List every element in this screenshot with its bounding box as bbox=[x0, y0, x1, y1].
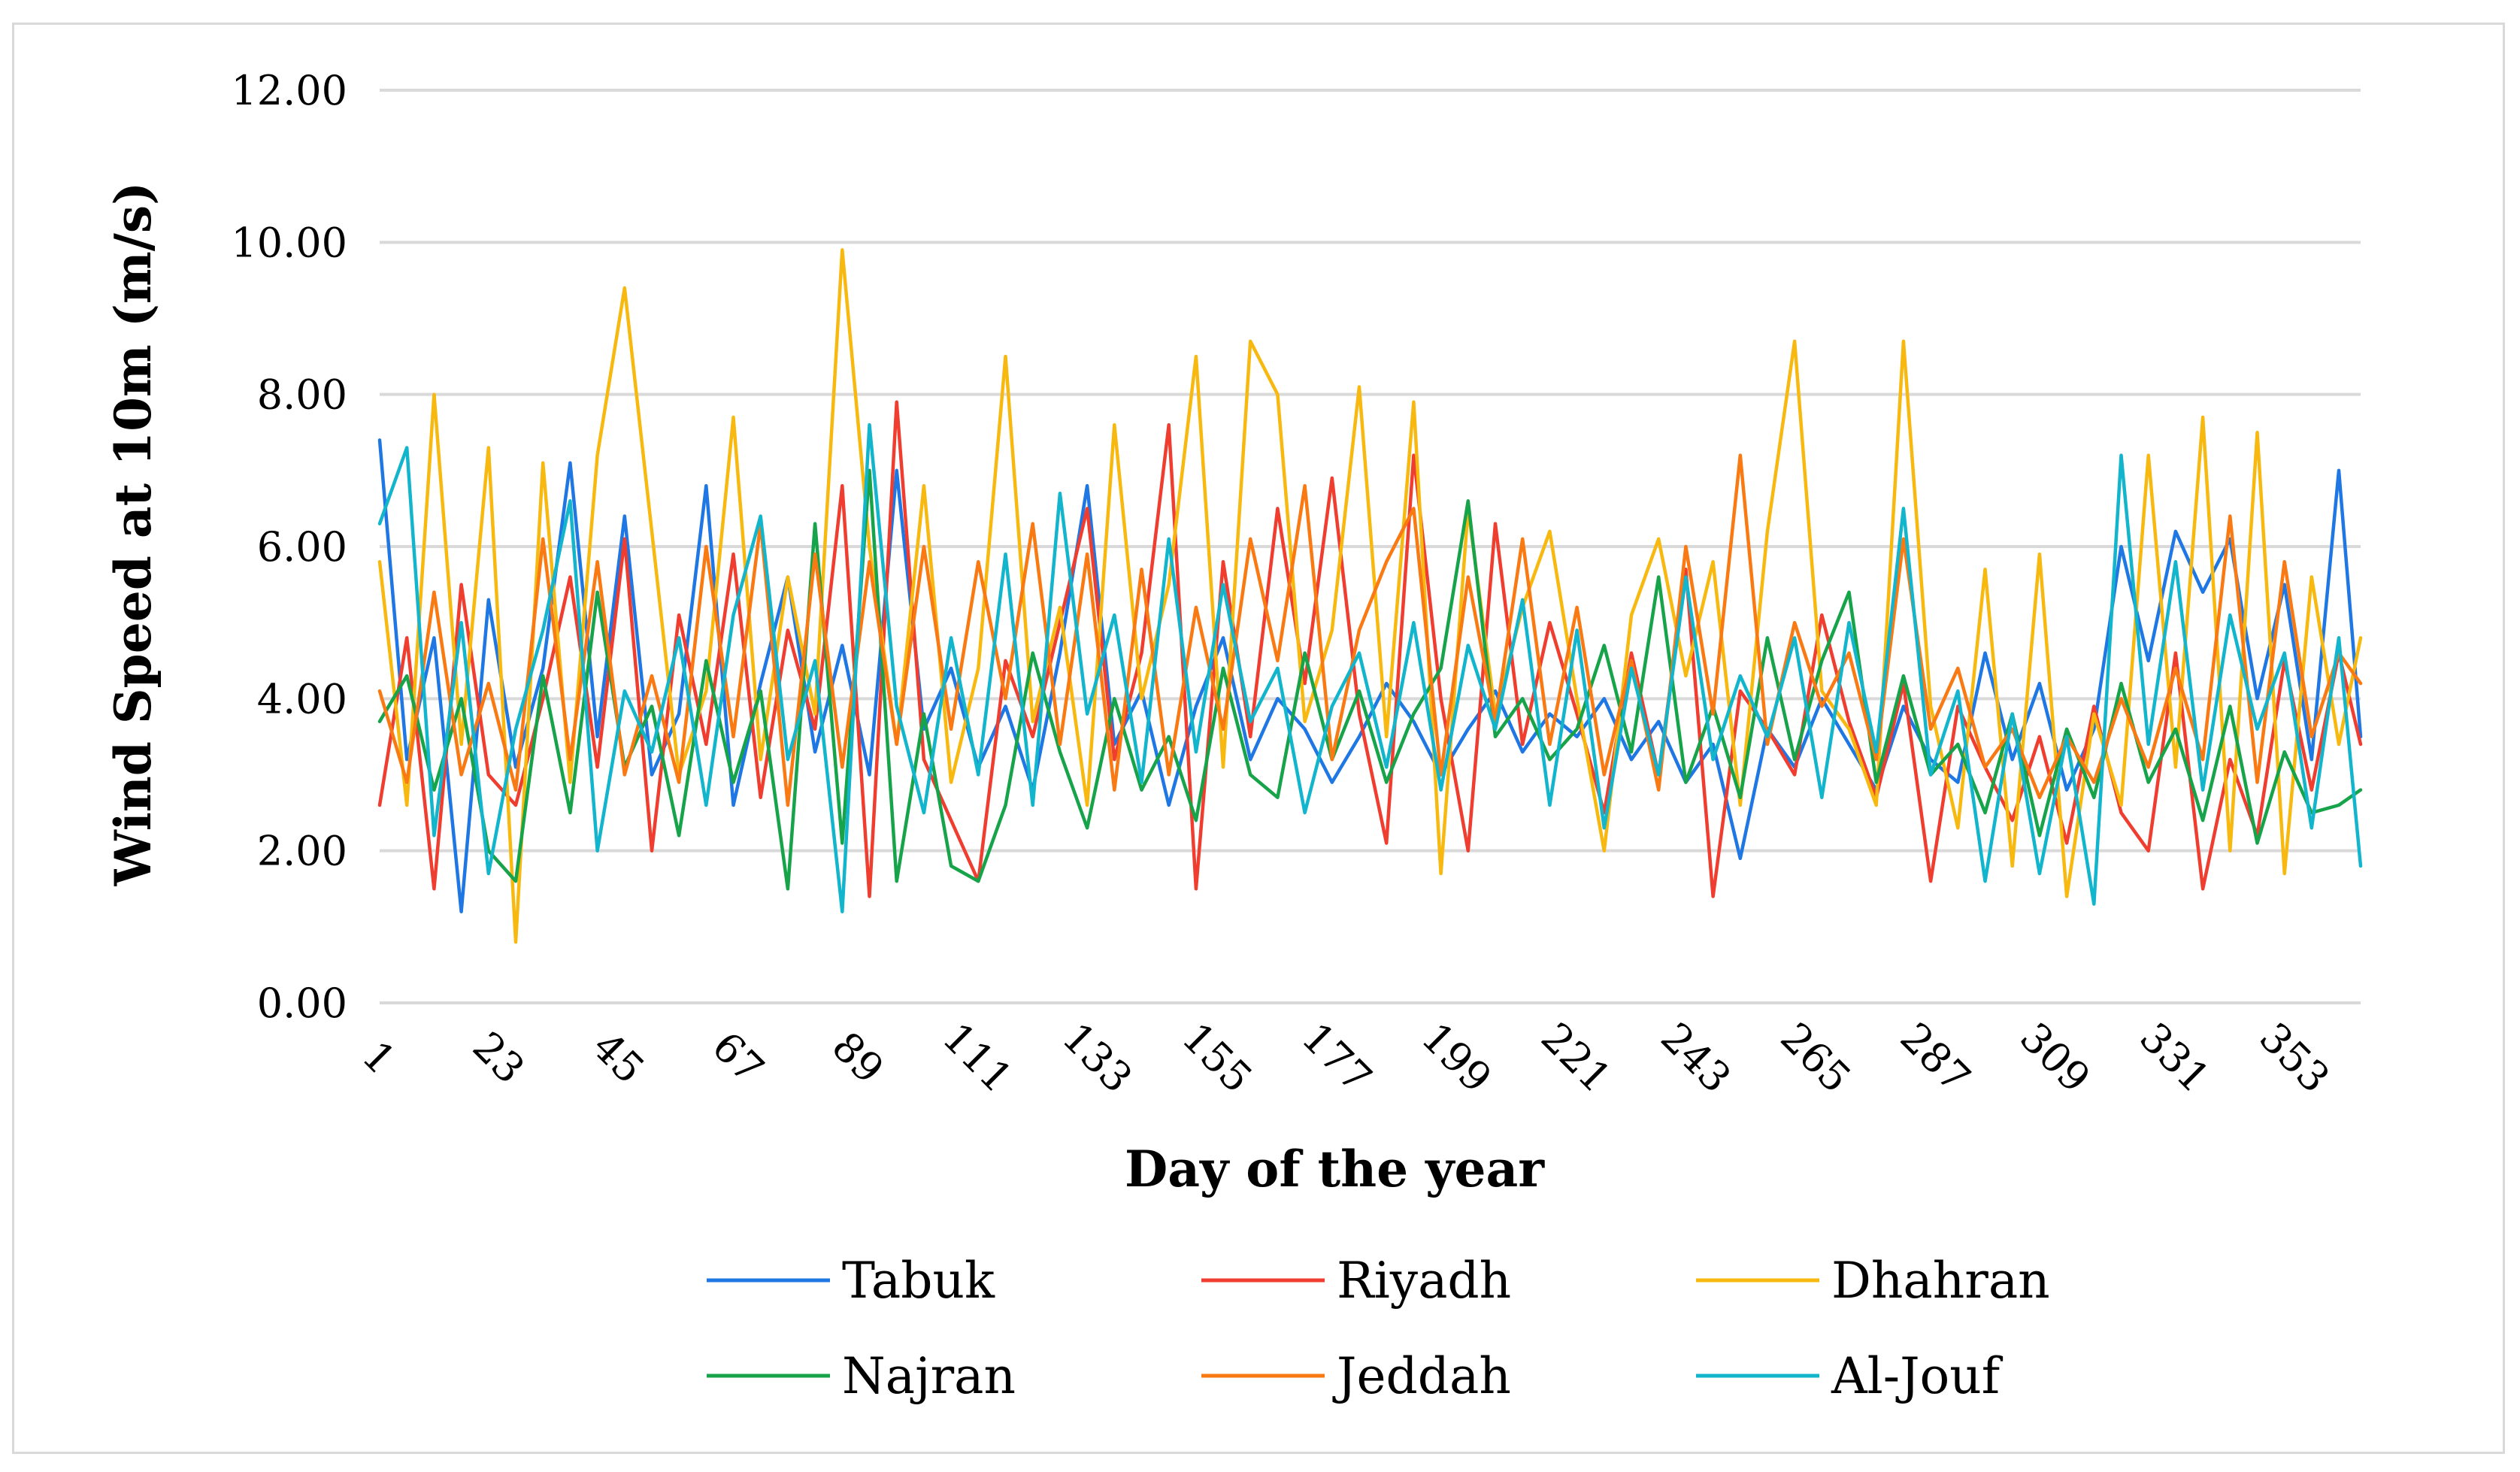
x-tick-label: 1 bbox=[353, 1031, 405, 1083]
legend-label-jeddah: Jeddah bbox=[1332, 1347, 1511, 1405]
y-tick-label: 2.00 bbox=[257, 828, 347, 875]
x-tick-label: 287 bbox=[1892, 1013, 1979, 1101]
x-tick-label: 221 bbox=[1532, 1013, 1620, 1101]
x-tick-label: 67 bbox=[703, 1022, 773, 1092]
x-tick-label: 155 bbox=[1173, 1013, 1261, 1101]
y-axis-ticks: 0.00 2.00 4.00 6.00 8.00 10.00 12.00 bbox=[231, 67, 347, 1027]
y-tick-label: 10.00 bbox=[231, 219, 347, 266]
x-axis-ticks: 1 23 45 67 89 111 133 155 177 199 221 243 265 287 309 3… bbox=[353, 1013, 2339, 1101]
x-tick-label: 243 bbox=[1652, 1013, 1740, 1101]
series-lines bbox=[377, 248, 2363, 944]
y-axis-title: Wind Speed at 10m (m/s) bbox=[104, 182, 162, 887]
legend: Tabuk Riyadh Dhahran Najran Jeddah Al-Jouf bbox=[707, 1252, 2050, 1405]
legend-label-tabuk: Tabuk bbox=[842, 1252, 995, 1310]
x-tick-label: 265 bbox=[1771, 1013, 1859, 1101]
y-tick-label: 4.00 bbox=[257, 675, 347, 722]
x-tick-label: 45 bbox=[583, 1022, 653, 1092]
x-tick-label: 111 bbox=[934, 1013, 1022, 1101]
legend-label-dhahran: Dhahran bbox=[1831, 1252, 2050, 1310]
y-tick-label: 6.00 bbox=[257, 523, 347, 571]
y-tick-label: 12.00 bbox=[231, 67, 347, 114]
x-tick-label: 309 bbox=[2011, 1013, 2099, 1101]
y-tick-label: 0.00 bbox=[257, 980, 347, 1027]
series-line-dhahran bbox=[377, 248, 2363, 944]
series-line-riyadh bbox=[377, 400, 2363, 898]
series-line-jeddah bbox=[377, 453, 2363, 807]
y-tick-label: 8.00 bbox=[257, 371, 347, 419]
x-tick-label: 353 bbox=[2250, 1013, 2338, 1101]
x-tick-label: 331 bbox=[2131, 1013, 2219, 1101]
x-tick-label: 23 bbox=[464, 1022, 534, 1092]
x-tick-label: 133 bbox=[1053, 1013, 1141, 1101]
gridlines bbox=[380, 89, 2361, 1004]
series-line-najran bbox=[377, 468, 2363, 891]
x-tick-label: 177 bbox=[1292, 1013, 1380, 1101]
x-tick-label: 199 bbox=[1413, 1013, 1501, 1101]
legend-label-al-jouf: Al-Jouf bbox=[1831, 1347, 2004, 1405]
x-axis-title: Day of the year bbox=[1125, 1140, 1545, 1198]
legend-label-riyadh: Riyadh bbox=[1337, 1252, 1511, 1310]
legend-label-najran: Najran bbox=[842, 1347, 1016, 1405]
x-tick-label: 89 bbox=[823, 1022, 893, 1092]
series-line-al-jouf bbox=[377, 423, 2363, 913]
